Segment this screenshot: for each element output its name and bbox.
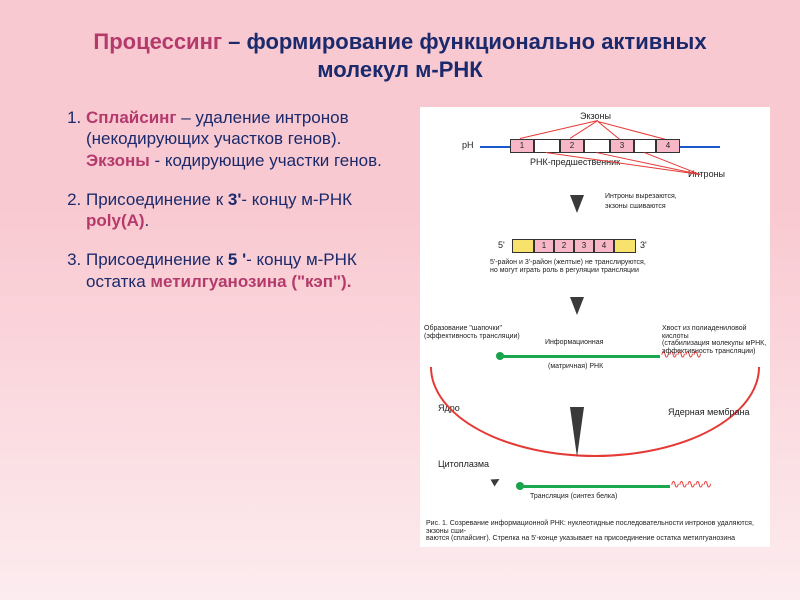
diagram-label: Ядерная мембрана (668, 407, 750, 417)
spliced-utr (512, 239, 534, 253)
diagram-label: Цитоплазма (438, 459, 489, 469)
spliced-exon: 4 (594, 239, 614, 253)
diagram-panel: ЭкзонырН1234РНК-предшественникИнтроныИнт… (420, 107, 770, 547)
diagram-label: 5' (498, 240, 505, 250)
diagram-label: Интроны вырезаются, (605, 193, 677, 201)
mrna-processing-diagram: ЭкзонырН1234РНК-предшественникИнтроныИнт… (420, 107, 770, 547)
gene-exon: 1 (510, 139, 534, 153)
arrow-icon (570, 407, 584, 457)
numbered-list: Сплайсинг – удаление интронов (некодирую… (60, 107, 400, 292)
diagram-label: 5'-район и 3'-район (желтые) не транслир… (490, 259, 646, 274)
spliced-utr (614, 239, 636, 253)
list-item-3: Присоединение к 5 '- концу м-РНК остатка… (86, 249, 400, 292)
gene-intron (534, 139, 560, 153)
diagram-label: Информационная (545, 339, 603, 347)
arrow-icon (491, 476, 502, 487)
diagram-label: Хвост из полиадениловой кислоты(стабилиз… (662, 325, 770, 356)
diagram-label: Образование "шапочки"(эффективность тран… (424, 325, 520, 340)
figure-caption: Рис. 1. Созревание информационной РНК: н… (426, 520, 764, 543)
arrow-icon (570, 195, 584, 213)
mrna-line (500, 355, 660, 358)
polya-tail: ∿∿∿∿∿ (670, 477, 710, 491)
gene-intron (634, 139, 656, 153)
gene-exon: 2 (560, 139, 584, 153)
mrna-line-cytoplasm (520, 485, 670, 488)
slide-title: Процессинг – формирование функционально … (60, 28, 740, 83)
diagram-label: 3' (640, 240, 647, 250)
list-item-1: Сплайсинг – удаление интронов (некодирую… (86, 107, 400, 171)
gene-exon: 3 (610, 139, 634, 153)
content-row: Сплайсинг – удаление интронов (некодирую… (0, 99, 800, 547)
title-rest: – формирование функционально активных мо… (222, 29, 707, 82)
spliced-exon: 1 (534, 239, 554, 253)
gene-exon: 4 (656, 139, 680, 153)
gene-intron (584, 139, 610, 153)
list-item-2: Присоединение к 3'- концу м-РНК poly(А). (86, 189, 400, 232)
spliced-exon: 2 (554, 239, 574, 253)
slide-container: Процессинг – формирование функционально … (0, 0, 800, 600)
diagram-label: Трансляция (синтез белка) (530, 493, 617, 501)
diagram-label: рН (462, 140, 474, 150)
spliced-exon: 3 (574, 239, 594, 253)
slide-title-area: Процессинг – формирование функционально … (0, 0, 800, 99)
diagram-label: экзоны сшиваются (605, 203, 666, 211)
arrow-icon (570, 297, 584, 315)
diagram-label: РНК-предшественник (530, 157, 620, 167)
bullet-list-column: Сплайсинг – удаление интронов (некодирую… (60, 107, 400, 547)
title-accent-word: Процессинг (93, 29, 222, 54)
